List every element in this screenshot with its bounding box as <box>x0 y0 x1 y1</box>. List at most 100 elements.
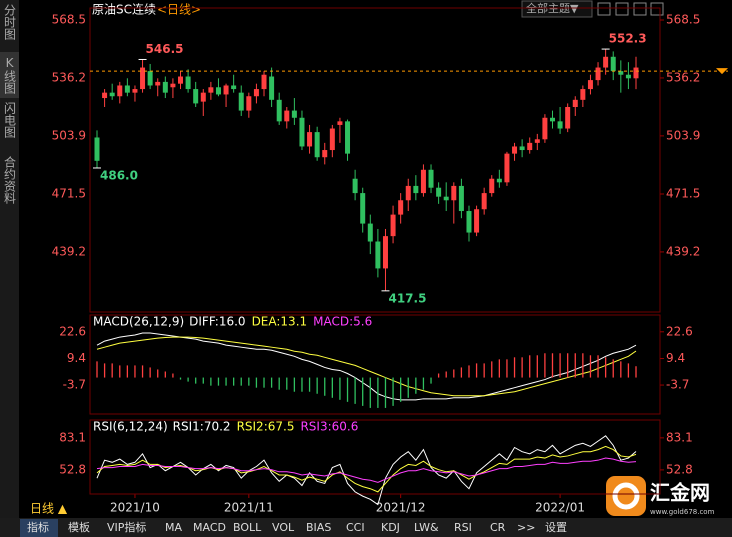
toolbar-button[interactable]: RSI <box>454 521 472 534</box>
annotation: 546.5 <box>146 42 184 56</box>
candle-body <box>284 110 290 122</box>
candle-body <box>329 128 335 151</box>
candle-body <box>458 185 464 212</box>
x-tick-label: 2021/12 <box>376 501 426 515</box>
candle-body <box>428 169 434 188</box>
x-tick-label: 2021/10 <box>110 501 160 515</box>
toolbar-button[interactable]: KDJ <box>381 521 400 534</box>
candle-body <box>587 80 593 90</box>
y-tick-label: 568.5 <box>52 13 86 27</box>
sidebar-active <box>0 52 19 98</box>
panel-frame <box>89 7 661 313</box>
y2-tick-label: 568.5 <box>666 13 700 27</box>
candle-body <box>261 74 267 90</box>
series-line <box>96 457 637 483</box>
sidebar-tab[interactable]: 分时图 <box>3 4 17 40</box>
candle-body <box>512 146 518 154</box>
logo-mark <box>612 482 640 510</box>
candle-body <box>360 193 366 224</box>
toolbar-button[interactable]: VOL <box>272 521 295 534</box>
candle-body <box>223 85 229 95</box>
candle-body <box>618 71 624 75</box>
toolbar-button[interactable]: MA <box>165 521 182 534</box>
candle-body <box>299 117 305 147</box>
toolbar-button[interactable]: BOLL <box>233 521 262 534</box>
legend-entry: RSI3:60.6 <box>300 420 358 434</box>
toolbar-active <box>20 519 58 537</box>
candle-body <box>633 67 639 79</box>
candle-body <box>200 92 206 102</box>
legend-entry: DIFF:16.0 <box>189 315 245 329</box>
candle-body <box>436 187 442 197</box>
sidebar <box>0 0 19 518</box>
annotation: 486.0 <box>100 168 138 182</box>
y-tick-label: 471.5 <box>52 186 86 200</box>
sidebar-tab[interactable]: K线图 <box>3 56 17 94</box>
toolbar-button[interactable]: VIP指标 <box>107 520 146 534</box>
candle-body <box>420 169 426 194</box>
legend-entry: MACD:5.6 <box>313 315 372 329</box>
candle-body <box>504 153 510 183</box>
candle-body <box>193 89 199 104</box>
candle-body <box>352 178 358 194</box>
candle-body <box>375 241 381 269</box>
sidebar-tab[interactable]: 闪电图 <box>3 102 17 138</box>
y-tick-label: 503.9 <box>52 128 86 142</box>
y-tick-label: 536.2 <box>52 70 86 84</box>
candle-body <box>603 56 609 68</box>
period-button[interactable]: 日线 ▲ <box>30 502 68 516</box>
candle-body <box>215 87 221 95</box>
candle-body <box>549 117 555 122</box>
toolbar-button[interactable]: CR <box>490 521 506 534</box>
candle-body <box>102 92 108 99</box>
candle-body <box>625 74 631 79</box>
candle-body <box>253 89 259 97</box>
logo-name: 汇金网 <box>650 481 710 505</box>
candle-body <box>132 89 138 93</box>
candle-body <box>155 81 161 86</box>
toolbar-button[interactable]: BIAS <box>306 521 331 534</box>
y2-tick-label: 503.9 <box>666 128 700 142</box>
candle-body <box>557 121 563 129</box>
y-tick-label: 52.8 <box>59 462 86 476</box>
toolbar-button[interactable]: MACD <box>193 521 226 534</box>
candle-body <box>542 117 548 140</box>
candle-body <box>185 76 191 90</box>
toolbar-button[interactable]: >> <box>517 521 535 534</box>
candle-body <box>94 137 100 161</box>
y2-tick-label: 22.6 <box>666 324 693 338</box>
candle-body <box>413 185 419 194</box>
annotation: 417.5 <box>388 291 426 305</box>
candle-body <box>147 71 153 86</box>
toolbar-button[interactable]: LW& <box>414 521 439 534</box>
candle-body <box>481 193 487 210</box>
series-line <box>96 332 637 401</box>
toolbar-button[interactable]: 模板 <box>68 520 90 534</box>
candle-body <box>527 142 533 151</box>
candle-body <box>231 85 237 90</box>
candle-body <box>405 185 411 201</box>
candle-body <box>246 96 252 111</box>
toolbar-button[interactable]: 设置 <box>545 521 567 534</box>
annotation: 552.3 <box>609 32 647 46</box>
candle-body <box>109 92 115 97</box>
window-icons <box>597 2 664 16</box>
candle-body <box>489 178 495 194</box>
theme-button-box[interactable] <box>521 0 593 18</box>
y-tick-label: -3.7 <box>63 378 86 392</box>
toolbar-button[interactable]: CCI <box>346 521 365 534</box>
candle-body <box>595 67 601 81</box>
y2-tick-label: 439.2 <box>666 244 700 258</box>
sidebar-tab[interactable]: 合约资料 <box>3 155 17 204</box>
y2-tick-label: 9.4 <box>666 351 685 365</box>
candle-body <box>117 85 123 97</box>
candle-body <box>170 83 176 88</box>
series-line <box>96 336 637 397</box>
toolbar-button[interactable]: 指标 <box>27 520 49 534</box>
candle-body <box>390 214 396 237</box>
candle-body <box>238 92 244 111</box>
y2-tick-label: 536.2 <box>666 70 700 84</box>
series-line <box>96 435 637 506</box>
candle-body <box>291 110 297 118</box>
